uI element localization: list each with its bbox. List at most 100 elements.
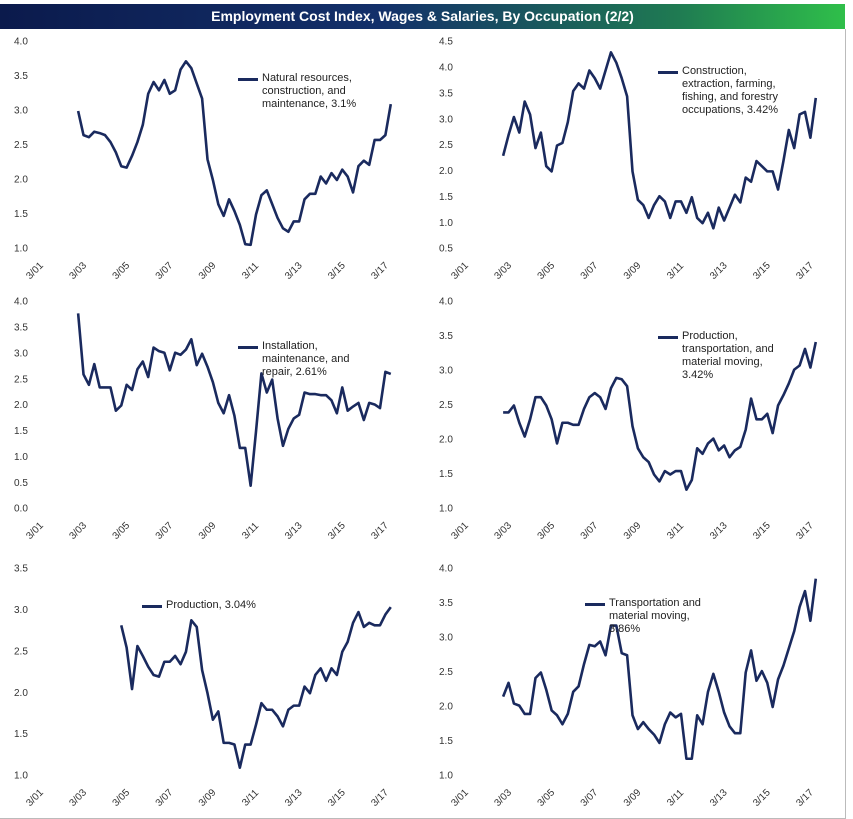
y-tick-label: 1.5: [439, 192, 453, 203]
y-tick-label: 2.0: [14, 688, 28, 699]
x-tick-label: 3/09: [622, 520, 644, 542]
x-tick-label: 3/15: [326, 260, 348, 282]
y-tick-label: 1.0: [14, 452, 28, 463]
y-tick-label: 1.0: [439, 218, 453, 229]
y-tick-label: 4.5: [439, 37, 453, 48]
y-tick-label: 1.5: [14, 426, 28, 437]
legend-key: [658, 336, 678, 339]
chart: 1.0 1.5 2.0 2.5 3.0 3.5 4.0 3/01 3/03 3/05 3/07 3/0…: [14, 37, 393, 282]
y-tick-label: 3.5: [14, 564, 28, 575]
legend-label: Production, 3.04%: [166, 599, 256, 611]
legend-label: Production, transportation, and material…: [682, 330, 774, 381]
x-tick-label: 3/07: [579, 787, 601, 809]
x-tick-label: 3/07: [579, 260, 601, 282]
x-tick-label: 3/17: [794, 260, 816, 282]
y-tick-label: 1.5: [439, 736, 453, 747]
chart: 1.0 1.5 2.0 2.5 3.0 3.5 4.0 3/01 3/03 3/05 3/07 3/0…: [439, 564, 818, 809]
y-tick-label: 4.0: [14, 297, 28, 308]
chart: 1.0 1.5 2.0 2.5 3.0 3.5 4.0 3/01 3/03 3/05 3/07 3/0…: [439, 297, 818, 542]
series-line: [503, 341, 818, 491]
y-tick-label: 3.5: [14, 71, 28, 82]
x-tick-label: 3/03: [492, 260, 514, 282]
y-tick-label: 1.0: [439, 771, 453, 782]
x-tick-label: 3/05: [536, 520, 558, 542]
x-tick-label: 3/03: [492, 787, 514, 809]
y-tick-label: 3.5: [439, 331, 453, 342]
y-tick-label: 4.0: [439, 564, 453, 575]
legend: Production, transportation, and material…: [658, 330, 782, 382]
y-tick-label: 1.5: [439, 469, 453, 480]
x-tick-label: 3/17: [369, 787, 391, 809]
x-tick-label: 3/17: [369, 520, 391, 542]
y-tick-label: 4.0: [439, 63, 453, 74]
x-tick-label: 3/17: [794, 520, 816, 542]
legend-label: Transportation and material moving, 3.86…: [609, 597, 701, 635]
x-tick-label: 3/01: [24, 787, 46, 809]
x-tick-label: 3/09: [197, 260, 219, 282]
x-tick-label: 3/01: [24, 260, 46, 282]
x-tick-label: 3/03: [492, 520, 514, 542]
x-tick-label: 3/17: [794, 787, 816, 809]
y-tick-label: 1.0: [14, 244, 28, 255]
x-tick-label: 3/11: [240, 520, 261, 541]
series-line: [76, 60, 393, 247]
y-tick-label: 2.5: [439, 667, 453, 678]
x-tick-label: 3/13: [283, 520, 305, 542]
x-tick-label: 3/09: [622, 787, 644, 809]
y-tick-label: 2.5: [439, 140, 453, 151]
y-tick-label: 2.5: [14, 140, 28, 151]
x-tick-label: 3/09: [622, 260, 644, 282]
y-tick-label: 2.0: [439, 166, 453, 177]
y-tick-label: 3.5: [14, 323, 28, 334]
x-tick-label: 3/07: [154, 787, 176, 809]
x-tick-label: 3/13: [708, 260, 730, 282]
x-tick-label: 3/15: [326, 520, 348, 542]
series-line: [501, 578, 818, 761]
y-tick-label: 2.5: [14, 374, 28, 385]
series-line: [501, 51, 818, 230]
x-tick-label: 3/13: [283, 260, 305, 282]
chart: 1.0 1.5 2.0 2.5 3.0 3.5 3/01 3/03 3/05 3/07 3/09 3/…: [14, 564, 392, 809]
y-tick-label: 1.0: [439, 504, 453, 515]
x-tick-label: 3/09: [197, 520, 219, 542]
y-tick-label: 4.0: [14, 37, 28, 48]
legend-label: Natural resources, construction, and mai…: [262, 72, 357, 110]
y-tick-label: 3.0: [14, 106, 28, 117]
legend-label: Installation, maintenance, and repair, 2…: [262, 340, 350, 378]
y-tick-label: 3.5: [439, 88, 453, 99]
chart-panel: 1.0 1.5 2.0 2.5 3.0 3.5 4.0 3/01 3/03 3/05 3/07 3/0…: [425, 290, 850, 552]
legend-key: [585, 603, 605, 606]
x-tick-label: 3/01: [449, 520, 471, 542]
y-tick-label: 3.0: [439, 633, 453, 644]
y-tick-label: 0.5: [439, 244, 453, 255]
x-tick-label: 3/05: [536, 787, 558, 809]
legend-key: [658, 71, 678, 74]
x-tick-label: 3/13: [708, 520, 730, 542]
y-tick-label: 2.5: [439, 400, 453, 411]
legend-key: [142, 605, 162, 608]
x-tick-label: 3/11: [665, 260, 686, 281]
x-tick-label: 3/15: [751, 787, 773, 809]
y-tick-label: 4.0: [439, 297, 453, 308]
x-tick-label: 3/15: [326, 787, 348, 809]
x-tick-label: 3/07: [154, 260, 176, 282]
x-tick-label: 3/17: [369, 260, 391, 282]
series-line: [119, 606, 392, 770]
y-tick-label: 0.5: [14, 478, 28, 489]
x-tick-label: 3/01: [449, 260, 471, 282]
chart-panel: 1.0 1.5 2.0 2.5 3.0 3.5 4.0 3/01 3/03 3/05 3/07 3/0…: [425, 557, 850, 819]
x-tick-label: 3/05: [536, 260, 558, 282]
y-tick-label: 2.0: [439, 702, 453, 713]
x-tick-label: 3/03: [67, 787, 89, 809]
y-tick-label: 3.0: [14, 605, 28, 616]
legend-key: [238, 346, 258, 349]
x-tick-label: 3/09: [197, 787, 219, 809]
x-tick-label: 3/13: [708, 787, 730, 809]
legend-label: Construction, extraction, farming, fishi…: [682, 65, 779, 116]
legend: Construction, extraction, farming, fishi…: [658, 65, 786, 117]
header-title: Employment Cost Index, Wages & Salaries,…: [0, 4, 845, 29]
chart: 0.5 1.0 1.5 2.0 2.5 3.0 3.5 4.0 4.5 3/01 3/03 3/05 3…: [439, 37, 818, 282]
x-tick-label: 3/05: [111, 260, 133, 282]
chart-panel: 1.0 1.5 2.0 2.5 3.0 3.5 4.0 3/01 3/03 3/05 3/07 3/0…: [0, 30, 425, 292]
